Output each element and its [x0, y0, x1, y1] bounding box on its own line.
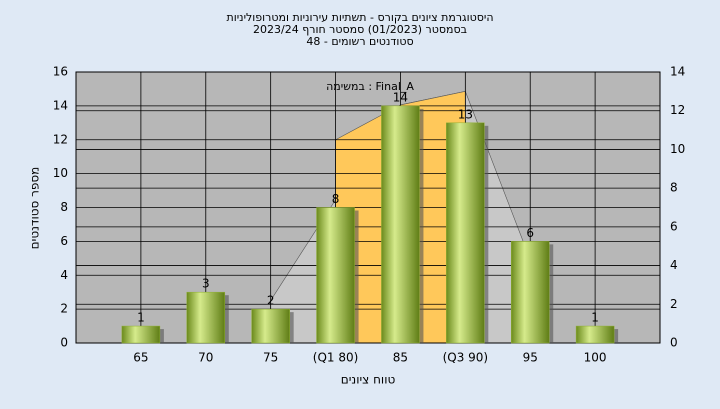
x-tick-label: 85: [393, 351, 408, 365]
y2-tick-label: 8: [670, 181, 678, 195]
value-label: 2: [267, 294, 275, 308]
y-tick-label: 12: [53, 132, 68, 146]
plot-border: [75, 71, 661, 344]
title-line: סטודנטים רשומים - 48: [306, 35, 413, 48]
x-tick-label: 70: [198, 351, 213, 365]
title-line: בסמסטר (01/2023) סמסטר חורף 2023/24: [253, 23, 467, 36]
x-tick-label: (Q3 90): [443, 351, 489, 365]
bar: [575, 325, 615, 344]
value-label: 14: [393, 90, 408, 104]
value-label: 3: [202, 277, 210, 291]
x-tick-label: (Q1 80): [313, 351, 359, 365]
y2-tick-label: 6: [670, 219, 678, 233]
y-tick-label: 4: [60, 268, 68, 282]
value-label: 1: [137, 311, 145, 325]
y2-tick-label: 10: [670, 142, 685, 156]
value-label: 13: [458, 107, 473, 121]
bar: [510, 241, 550, 344]
value-label: 1: [591, 311, 599, 325]
y2-tick-label: 4: [670, 258, 678, 272]
y-tick-label: 14: [53, 98, 68, 112]
annotation: במשימה : Final_A: [326, 80, 414, 93]
y2-tick-label: 12: [670, 103, 685, 117]
bar: [121, 325, 161, 344]
y-tick-label: 8: [60, 200, 68, 214]
x-tick-label: 65: [133, 351, 148, 365]
y2-tick-label: 14: [670, 65, 685, 79]
x-axis-title: טווח ציונים: [341, 373, 396, 387]
y2-tick-label: 0: [670, 336, 678, 350]
y-tick-label: 6: [60, 234, 68, 248]
x-tick-label: 95: [523, 351, 538, 365]
value-label: 8: [332, 192, 340, 206]
y-tick-label: 10: [53, 166, 68, 180]
x-tick-label: 100: [584, 351, 607, 365]
y-tick-label: 16: [53, 65, 68, 79]
y-tick-label: 2: [60, 302, 68, 316]
y2-tick-label: 2: [670, 297, 678, 311]
bar: [186, 291, 226, 344]
bar: [446, 122, 485, 344]
y-tick-label: 0: [60, 336, 68, 350]
bar: [381, 105, 420, 344]
y-axis-title: מספר סטודנטים: [28, 167, 42, 250]
bar: [316, 207, 355, 344]
title-line: היסטוגרמת ציונים בקורס - תשתיות עירוניות…: [226, 11, 493, 24]
x-tick-label: 75: [263, 351, 278, 365]
bar: [251, 308, 290, 344]
value-label: 6: [526, 226, 534, 240]
